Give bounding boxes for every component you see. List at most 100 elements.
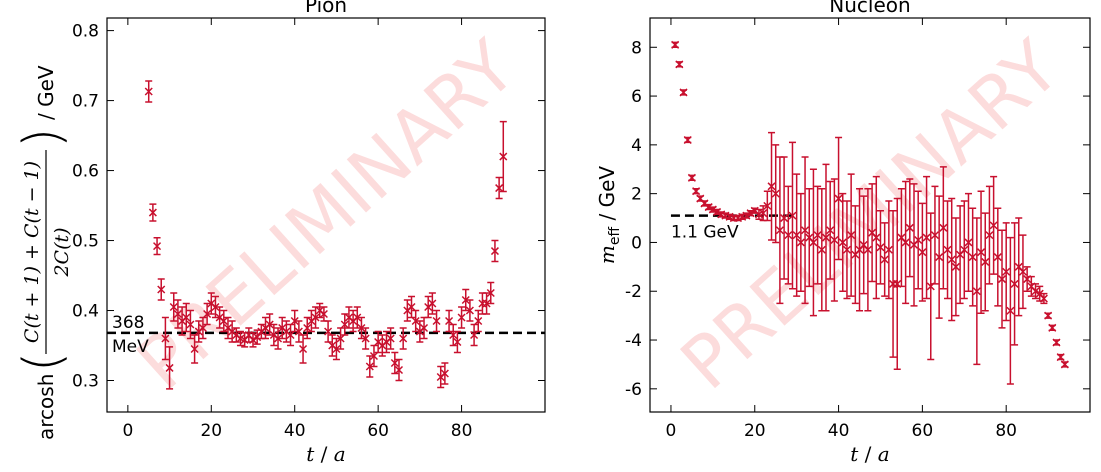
marker (361, 334, 370, 343)
marker (1052, 338, 1061, 347)
x-axis-label-part: / (858, 442, 877, 466)
marker (951, 262, 960, 271)
marker (780, 214, 789, 223)
marker (332, 344, 341, 354)
y-tick-label: -2 (625, 282, 642, 302)
marker (161, 334, 170, 343)
marker (847, 231, 856, 240)
marker (303, 323, 312, 333)
marker (449, 330, 458, 340)
marker (394, 365, 404, 375)
marker (830, 235, 839, 245)
y-tick-label: 8 (631, 38, 642, 58)
marker (842, 245, 851, 254)
marker (1039, 294, 1048, 303)
marker (186, 320, 195, 329)
marker (1031, 287, 1040, 296)
marker (144, 87, 153, 96)
x-tick-label: 40 (284, 421, 306, 441)
marker (411, 316, 420, 326)
marker (914, 235, 923, 245)
y-tick-label: 2 (631, 185, 642, 205)
marker (336, 334, 345, 343)
marker (692, 187, 701, 196)
marker (390, 358, 399, 368)
marker (872, 233, 881, 242)
reference-label: 1.1 GeV (671, 223, 739, 243)
reference-label: 368 (112, 313, 144, 333)
x-tick-label: 60 (367, 421, 389, 441)
marker (490, 247, 499, 256)
y-tick-label: -6 (625, 380, 642, 400)
marker (922, 233, 931, 242)
marker (817, 245, 826, 254)
marker (767, 182, 776, 191)
marker (1002, 267, 1011, 276)
x-tick-label: 20 (744, 421, 766, 441)
marker (964, 238, 973, 247)
marker (1006, 306, 1015, 315)
marker (918, 248, 927, 257)
marker (453, 337, 462, 347)
marker (939, 223, 948, 232)
marker (809, 238, 818, 247)
marker (1048, 323, 1057, 332)
marker (838, 238, 847, 247)
y-label-func: arcosh (34, 374, 58, 440)
marker (1018, 267, 1027, 276)
marker (182, 313, 191, 322)
marker (742, 211, 751, 220)
marker (445, 316, 454, 326)
marker (157, 285, 166, 294)
marker (203, 309, 212, 319)
marker (821, 233, 831, 242)
x-axis-label-part: t (306, 442, 315, 466)
marker (792, 231, 801, 240)
marker (713, 207, 722, 216)
marker (834, 194, 843, 203)
marker (461, 295, 470, 305)
x-tick-label: 60 (912, 421, 934, 441)
chart-title: Pion (305, 0, 347, 17)
x-axis-label-part: a (334, 442, 346, 466)
y-label-paren: ) (13, 128, 73, 148)
marker (981, 257, 990, 266)
marker (369, 351, 379, 361)
x-tick-label: 0 (122, 421, 133, 441)
marker (399, 334, 408, 343)
marker (486, 288, 495, 298)
marker (253, 333, 262, 342)
y-tick-label: 0.6 (72, 162, 99, 182)
marker (671, 40, 680, 49)
marker (796, 238, 805, 247)
marker (826, 226, 835, 235)
marker (708, 205, 717, 214)
y-tick-label: 4 (631, 136, 642, 156)
y-tick-label: 0.8 (72, 22, 99, 42)
marker (985, 231, 994, 240)
marker (683, 135, 692, 145)
y-tick-label: 0.7 (72, 92, 99, 112)
marker (357, 323, 366, 333)
y-tick-label: 0.4 (72, 302, 99, 322)
y-tick-label: -4 (625, 331, 642, 351)
marker (407, 302, 416, 312)
x-axis-label: t / a (306, 442, 345, 466)
marker (788, 211, 797, 220)
marker (771, 189, 780, 198)
y-axis-label-part: eff (607, 227, 623, 246)
marker (935, 253, 944, 262)
marker (863, 245, 872, 254)
marker (499, 152, 508, 161)
marker (428, 299, 437, 308)
marker (968, 253, 977, 262)
y-axis-label: arcosh(C(t + 1) + C(t − 1) 2C(t)) / GeV (13, 65, 73, 440)
x-axis-label: t / a (850, 442, 889, 466)
marker (153, 242, 162, 251)
marker (173, 309, 182, 319)
y-tick-label: 0.3 (72, 372, 99, 392)
marker (219, 316, 228, 326)
plot-frame (106, 17, 546, 413)
x-tick-label: 40 (828, 421, 850, 441)
